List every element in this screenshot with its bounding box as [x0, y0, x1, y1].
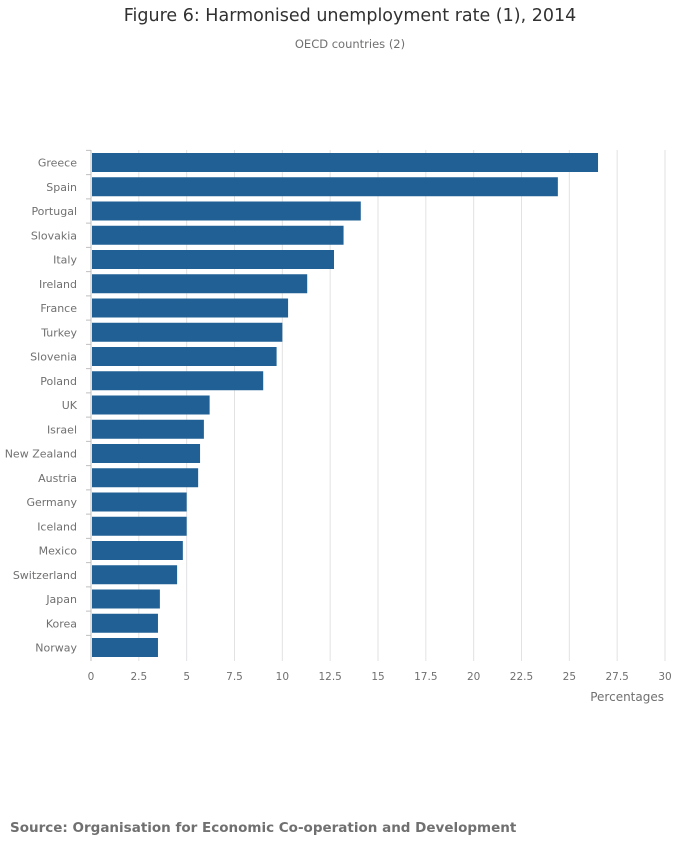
y-tick-label: France [40, 302, 77, 315]
y-tick-labels: Greece Spain Portugal Slovakia Italy Ireland F… [5, 157, 78, 655]
y-tick-label: Poland [40, 375, 77, 388]
source-note: Source: Organisation for Economic Co-ope… [10, 820, 517, 836]
y-tick-label: Slovakia [31, 229, 77, 242]
bar [92, 516, 187, 536]
y-tick-label: Japan [45, 593, 77, 606]
y-tick-label: Switzerland [13, 569, 77, 582]
x-tick-label: 12.5 [318, 671, 341, 683]
x-axis-label: Percentages [590, 690, 664, 704]
x-tick-label: 5 [183, 671, 190, 683]
x-tick-label: 15 [371, 671, 384, 683]
bar [92, 565, 178, 585]
bar [92, 347, 277, 366]
x-tick-label: 7.5 [226, 671, 243, 683]
y-tick-label: Mexico [39, 545, 78, 558]
bar [92, 613, 158, 633]
y-tick-label: Greece [38, 157, 77, 170]
y-tick-label: Ireland [39, 278, 77, 291]
x-tick-label: 10 [276, 671, 289, 683]
bar [92, 201, 361, 221]
y-tick-label: Portugal [31, 205, 77, 218]
bar [92, 322, 283, 342]
bar [92, 395, 210, 415]
bar [92, 177, 558, 197]
y-tick-label: Norway [35, 642, 77, 655]
y-tick-label: Iceland [37, 520, 77, 533]
y-tick-label: Italy [53, 254, 77, 267]
x-tick-labels: 0 2.5 5 7.5 10 12.5 15 17.5 20 22.5 25 27.5 30 [88, 671, 672, 683]
x-tick-label: 30 [658, 671, 671, 683]
x-tick-label: 22.5 [510, 671, 533, 683]
bar [92, 250, 334, 269]
bar [92, 541, 183, 560]
y-tick-label: UK [62, 399, 78, 412]
y-tick-label: Spain [46, 181, 77, 194]
x-tick-label: 20 [467, 671, 480, 683]
bar [92, 225, 344, 245]
y-tick-label: Korea [46, 617, 77, 630]
bar [92, 638, 158, 657]
y-tick-label: Austria [38, 472, 77, 485]
bar [92, 492, 187, 512]
y-tick-label: Germany [26, 496, 77, 509]
y-tick-label: New Zealand [5, 448, 77, 461]
bar [92, 444, 201, 463]
bar [92, 153, 599, 172]
x-tick-label: 27.5 [605, 671, 628, 683]
y-tick-label: Israel [47, 423, 77, 436]
bar [92, 274, 308, 294]
bar [92, 371, 264, 391]
chart-title: Figure 6: Harmonised unemployment rate (… [123, 6, 577, 26]
x-tick-label: 0 [88, 671, 95, 683]
y-tick-label: Turkey [40, 326, 77, 339]
x-tick-label: 17.5 [414, 671, 437, 683]
x-tick-label: 2.5 [130, 671, 147, 683]
y-tick-label: Slovenia [30, 351, 77, 364]
x-tick-label: 25 [563, 671, 576, 683]
bars [92, 153, 599, 657]
bar [92, 419, 204, 439]
bar [92, 298, 289, 318]
bar [92, 468, 199, 488]
bar [92, 589, 160, 609]
chart-subtitle: OECD countries (2) [294, 37, 406, 51]
